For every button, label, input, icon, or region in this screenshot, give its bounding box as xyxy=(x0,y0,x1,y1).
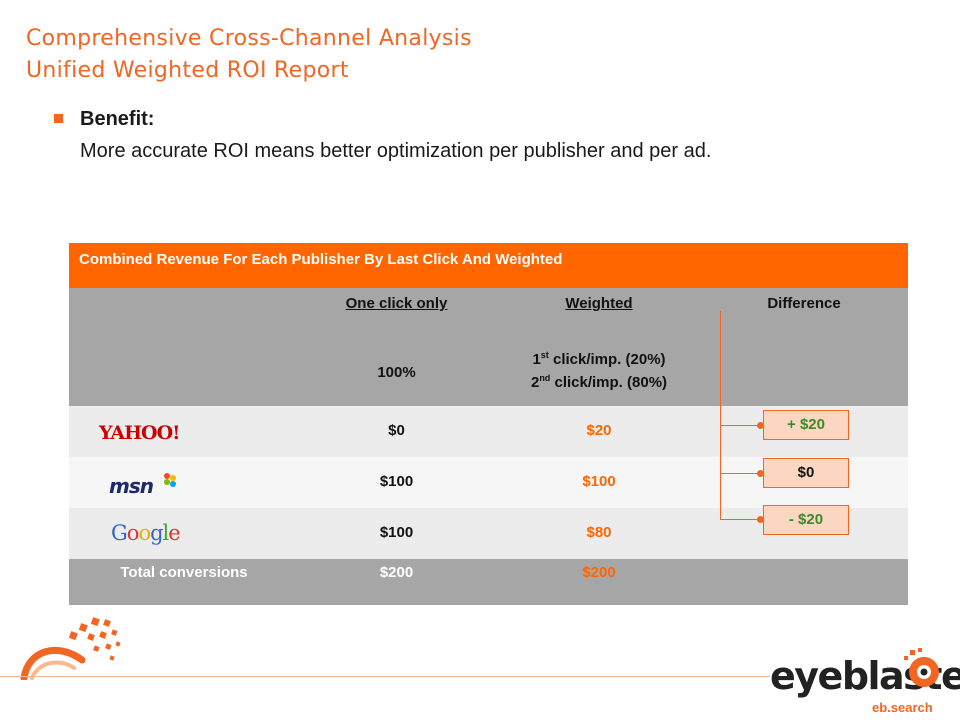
msn-logo: msn xyxy=(107,467,179,499)
subheader-weighted-1: 1st click/imp. (20%) xyxy=(524,350,674,368)
col-difference: Difference xyxy=(729,295,879,312)
yahoo-logo: YAHOO! xyxy=(97,420,187,444)
bullet-icon xyxy=(54,114,63,123)
revenue-table: Combined Revenue For Each Publisher By L… xyxy=(69,243,908,605)
google-difference: - $20 xyxy=(763,505,849,535)
msn-one-click: $100 xyxy=(324,473,469,490)
total-one-click: $200 xyxy=(324,564,469,581)
subheader-one-click: 100% xyxy=(324,364,469,381)
yahoo-weighted: $20 xyxy=(524,422,674,439)
subheader-weighted-2: 2nd click/imp. (80%) xyxy=(524,373,674,391)
total-weighted: $200 xyxy=(524,564,674,581)
benefit-text: More accurate ROI means better optimizat… xyxy=(80,140,711,163)
yahoo-one-click: $0 xyxy=(324,422,469,439)
svg-text:msn: msn xyxy=(109,474,154,498)
column-header: One click only Weighted Difference 100% … xyxy=(69,288,908,406)
google-one-click: $100 xyxy=(324,524,469,541)
benefit-heading: Benefit: xyxy=(80,108,154,131)
col-one-click: One click only xyxy=(324,295,469,312)
table-title: Combined Revenue For Each Publisher By L… xyxy=(69,243,908,288)
footer-divider xyxy=(0,676,770,677)
svg-text:YAHOO!: YAHOO! xyxy=(98,422,179,444)
eyeblaster-eye-icon xyxy=(900,648,944,692)
title-line-1: Comprehensive Cross-Channel Analysis xyxy=(26,26,472,51)
title-line-2: Unified Weighted ROI Report xyxy=(26,58,349,83)
total-label: Total conversions xyxy=(69,564,299,581)
total-row: Total conversions $200 $200 xyxy=(69,559,908,605)
google-weighted: $80 xyxy=(524,524,674,541)
svg-text:Google: Google xyxy=(111,521,180,545)
yahoo-difference: + $20 xyxy=(763,410,849,440)
difference-connector-line xyxy=(720,311,721,519)
col-weighted: Weighted xyxy=(524,295,674,312)
eyeblaster-swirl-logo-icon xyxy=(18,610,128,680)
msn-weighted: $100 xyxy=(524,473,674,490)
google-logo: Google xyxy=(109,516,189,550)
footer-sub: eb.search xyxy=(872,700,933,715)
msn-difference: $0 xyxy=(763,458,849,488)
